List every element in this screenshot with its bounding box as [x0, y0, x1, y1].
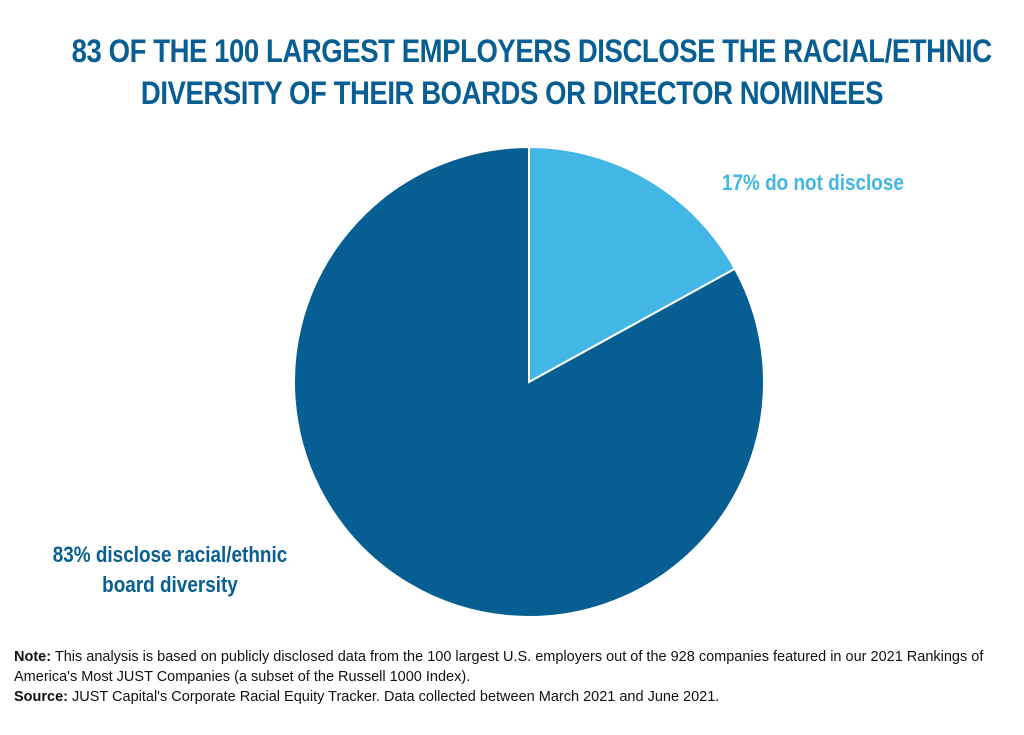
pie-slice-disclose	[293, 145, 765, 618]
chart-title-line-2: DIVERSITY OF THEIR BOARDS OR DIRECTOR NO…	[140, 75, 884, 111]
chart-title-line-1: 83 OF THE 100 LARGEST EMPLOYERS DISCLOSE…	[71, 33, 992, 69]
source-text: JUST Capital's Corporate Racial Equity T…	[72, 689, 720, 705]
source-line: Source: JUST Capital's Corporate Racial …	[14, 687, 1018, 707]
note-label: Note:	[14, 649, 52, 665]
chart-title: 83 OF THE 100 LARGEST EMPLOYERS DISCLOSE…	[71, 30, 992, 114]
note-text: This analysis is based on publicly discl…	[14, 649, 984, 685]
source-label: Source:	[14, 689, 68, 705]
note-line: Note: This analysis is based on publicly…	[14, 647, 1018, 687]
slice-label-disclose: 83% disclose racial/ethnic board diversi…	[52, 542, 288, 597]
slice-label-do-not-disclose: 17% do not disclose	[722, 170, 904, 195]
footnote: Note: This analysis is based on publicly…	[14, 647, 1018, 707]
pie-slice-do-not-disclose	[528, 145, 737, 384]
